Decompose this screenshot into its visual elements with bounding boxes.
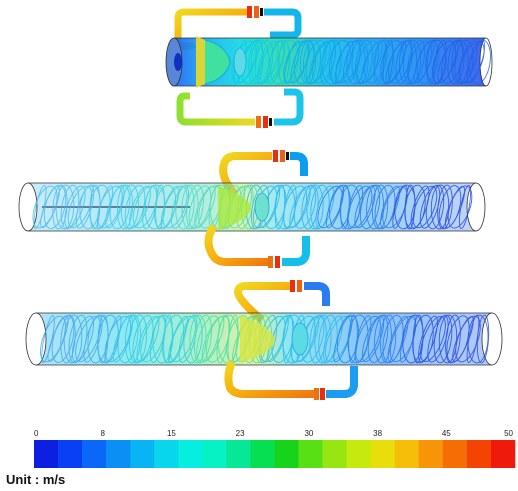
panel-top-cylinder bbox=[165, 37, 493, 87]
colorbar-tick-label: 38 bbox=[373, 429, 382, 438]
colorbar-block bbox=[250, 440, 275, 468]
colorbar-block bbox=[154, 440, 179, 468]
panel-middle-cylinder bbox=[18, 182, 486, 232]
colorbar-tick-label: 15 bbox=[167, 429, 176, 438]
colorbar-block bbox=[466, 440, 492, 468]
colorbar-tick-labels: 0 8 15 23 30 38 45 50 bbox=[34, 429, 514, 438]
panel-bottom-pipe-lower bbox=[224, 360, 358, 400]
colorbar-block bbox=[370, 440, 396, 468]
panel-top-nozzle bbox=[196, 36, 247, 88]
colorbar: 0 8 15 23 30 38 45 50 Unit : m/s bbox=[6, 429, 516, 487]
valve-icon bbox=[273, 150, 278, 162]
colorbar-block bbox=[322, 440, 347, 468]
valve-icon bbox=[268, 256, 273, 268]
colorbar-unit-label: Unit : m/s bbox=[6, 472, 65, 487]
panel-middle bbox=[18, 150, 486, 268]
colorbar-block bbox=[34, 440, 59, 468]
colorbar-blocks bbox=[34, 440, 516, 468]
colorbar-block bbox=[298, 440, 323, 468]
colorbar-tick-label: 50 bbox=[504, 429, 513, 438]
colorbar-block bbox=[58, 440, 83, 468]
valve-icon bbox=[247, 6, 252, 18]
colorbar-tick-label: 8 bbox=[100, 429, 105, 438]
colorbar-block bbox=[442, 440, 468, 468]
colorbar-block bbox=[82, 440, 107, 468]
colorbar-block bbox=[106, 440, 131, 468]
colorbar-block bbox=[274, 440, 299, 468]
panel-top bbox=[165, 6, 493, 128]
colorbar-block bbox=[226, 440, 251, 468]
valve-icon bbox=[314, 388, 319, 400]
colorbar-tick-label: 45 bbox=[442, 429, 451, 438]
colorbar-block bbox=[394, 440, 420, 468]
colorbar-block bbox=[418, 440, 444, 468]
panel-bottom bbox=[25, 280, 503, 400]
colorbar-block bbox=[202, 440, 227, 468]
panel-middle-nozzle bbox=[218, 186, 270, 230]
colorbar-tick-label: 30 bbox=[304, 429, 313, 438]
colorbar-tick-label: 0 bbox=[34, 429, 39, 438]
valve-icon bbox=[290, 280, 295, 292]
panel-middle-pipe-lower bbox=[204, 223, 310, 268]
valve-icon bbox=[256, 116, 261, 128]
colorbar-block bbox=[490, 440, 516, 468]
panel-bottom-nozzle bbox=[240, 316, 309, 362]
colorbar-block bbox=[130, 440, 155, 468]
colorbar-block bbox=[178, 440, 203, 468]
colorbar-block bbox=[346, 440, 371, 468]
panel-bottom-pipe-upper bbox=[233, 280, 330, 324]
colorbar-tick-label: 23 bbox=[236, 429, 245, 438]
panel-top-pipe-lower bbox=[176, 88, 304, 128]
